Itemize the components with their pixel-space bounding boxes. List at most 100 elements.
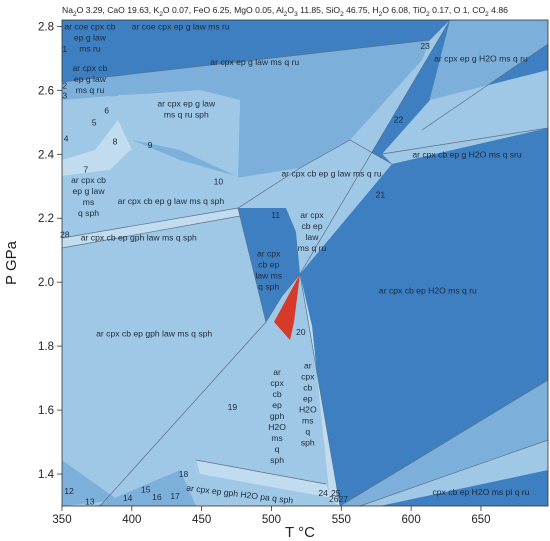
reaction-number: 6 bbox=[104, 105, 109, 115]
field-label-line: ar coe cpx cb bbox=[64, 22, 115, 32]
field-label-line: ms bbox=[271, 433, 282, 443]
field-label-line: cb ep bbox=[258, 260, 279, 270]
field-region bbox=[132, 140, 236, 176]
field-region bbox=[382, 70, 548, 164]
field-label-line: ar cpx cb bbox=[72, 63, 107, 73]
title-part: O 0.07, FeO 6.25, MgO 0.05, Al bbox=[163, 5, 284, 15]
field-region bbox=[118, 92, 240, 172]
field-label: ar cpx cb ep H2O ms q sph bbox=[299, 361, 317, 448]
reaction-number: 7 bbox=[83, 165, 88, 175]
field-label-line: ms bbox=[83, 197, 94, 207]
field-label: ar cpx ep g law ms q ru sph bbox=[157, 98, 216, 119]
y-tick-label: 2.6 bbox=[38, 85, 54, 97]
field-region bbox=[62, 208, 240, 248]
boundary-line bbox=[359, 439, 549, 507]
field-label: ar cpx cb ep gph law ms q sph bbox=[96, 329, 212, 339]
x-tick-label: 550 bbox=[332, 514, 351, 526]
reaction-number: 12 bbox=[64, 486, 74, 496]
y-tick-label: 2.0 bbox=[38, 277, 54, 289]
y-axis-label: P GPa bbox=[3, 240, 20, 285]
title-part: 2 bbox=[485, 11, 489, 18]
field-label-line: ep bbox=[272, 400, 282, 410]
field-label: ar cpx ep g H2O ms q ru bbox=[434, 54, 528, 64]
boundary-line bbox=[61, 215, 241, 249]
title-part: 0.17, O 1, CO bbox=[430, 5, 486, 15]
red-region bbox=[274, 274, 300, 340]
reaction-number: 4 bbox=[64, 134, 69, 144]
x-tick-label: 350 bbox=[52, 514, 71, 526]
field-label-line: q sph bbox=[258, 282, 279, 292]
reaction-number: 20 bbox=[296, 327, 306, 337]
plot-area bbox=[61, 19, 549, 507]
field-label-line: ar cpx cb bbox=[71, 175, 106, 185]
y-tick-label: 2.8 bbox=[38, 21, 54, 33]
reaction-number: 9 bbox=[148, 140, 153, 150]
title-part: 2 bbox=[379, 11, 383, 18]
x-tick-label: 500 bbox=[262, 514, 281, 526]
title-part: 2 bbox=[73, 11, 77, 18]
y-tick-label: 2.2 bbox=[38, 213, 54, 225]
field-label-line: ar cpx cb ep H2O ms q ru bbox=[379, 285, 477, 295]
title-part: 4.86 bbox=[489, 5, 508, 15]
title-part: O 3.29, CaO 19.63, K bbox=[77, 5, 160, 15]
reaction-number: 17 bbox=[170, 491, 180, 501]
x-axis-label: T °C bbox=[285, 524, 315, 541]
field-label-line: cb bbox=[303, 383, 312, 393]
reaction-number: 13 bbox=[85, 496, 95, 506]
field-label-line: ms ru bbox=[79, 44, 101, 54]
reaction-number: 24 bbox=[318, 488, 328, 498]
field-label: cpx cb ep H2O ms pl q ru bbox=[432, 487, 529, 497]
field-label-line: ar cpx cb ep g H2O ms q sru bbox=[412, 149, 522, 159]
field-label: ar cpx cb ep g law ms q sph bbox=[118, 196, 225, 206]
field-label-line: q bbox=[275, 444, 280, 454]
reaction-number: 10 bbox=[214, 177, 224, 187]
reaction-number: 1 bbox=[62, 44, 67, 54]
field-label-line: ep g law bbox=[74, 74, 107, 84]
boundary-line bbox=[339, 379, 549, 507]
field-label-line: cpx bbox=[270, 378, 284, 388]
reaction-number: 15 bbox=[141, 484, 151, 494]
boundary-line bbox=[299, 19, 451, 275]
reaction-number: 25 bbox=[331, 488, 341, 498]
boundary-line bbox=[99, 273, 301, 507]
x-tick-label: 450 bbox=[192, 514, 211, 526]
field-region bbox=[62, 20, 450, 82]
field-label-line: ar cpx ep g law bbox=[157, 98, 216, 108]
field-label-line: law bbox=[306, 232, 320, 242]
field-label-line: cpx cb ep H2O ms pl q ru bbox=[432, 487, 529, 497]
y-tick-label: 2.4 bbox=[38, 149, 55, 161]
title-part: Na bbox=[62, 5, 73, 15]
title-part: 46.75, H bbox=[344, 5, 379, 15]
title-part: 2 bbox=[284, 11, 288, 18]
reaction-number: 8 bbox=[113, 137, 118, 147]
field-label-line: ar cpx ep g H2O ms q ru bbox=[434, 54, 528, 64]
field-label-line: ms bbox=[302, 416, 313, 426]
field-label-line: ep g law bbox=[73, 186, 106, 196]
field-label-line: ms q ru bbox=[76, 85, 105, 95]
reaction-number: 22 bbox=[394, 114, 404, 124]
field-label-line: H2O bbox=[268, 422, 286, 432]
reaction-number: 5 bbox=[92, 118, 97, 128]
y-tick-label: 1.6 bbox=[38, 405, 54, 417]
field-region bbox=[236, 140, 392, 274]
y-tick-label: 1.8 bbox=[38, 341, 54, 353]
field-label: ar cpx cb ep law ms q ru bbox=[298, 210, 327, 253]
field-label-line: ar bbox=[304, 361, 312, 371]
field-region bbox=[62, 460, 118, 506]
field-label-line: law ms bbox=[255, 271, 282, 281]
reaction-number: 2 bbox=[62, 80, 67, 90]
boundary-line bbox=[299, 273, 341, 507]
field-label: ar cpx ep g law ms q ru bbox=[210, 57, 299, 67]
field-label-line: ar cpx cb ep gph law ms q sph bbox=[81, 233, 197, 243]
field-label-line: ar cpx bbox=[300, 210, 324, 220]
field-label-line: H2O bbox=[299, 405, 317, 415]
y-axis: 1.4 1.6 1.8 2.0 2.2 2.4 2.6 2.8 bbox=[38, 21, 62, 481]
boundary-line bbox=[61, 139, 393, 239]
field-label-line: ar bbox=[273, 367, 281, 377]
field-label: ar cpx cb ep law ms q sph bbox=[255, 249, 282, 292]
field-label-line: gph bbox=[270, 411, 285, 421]
field-label-line: ar cpx cb ep g law ms q ru bbox=[281, 169, 382, 179]
title-part: 2 bbox=[340, 11, 344, 18]
reaction-number: 3 bbox=[62, 90, 67, 100]
